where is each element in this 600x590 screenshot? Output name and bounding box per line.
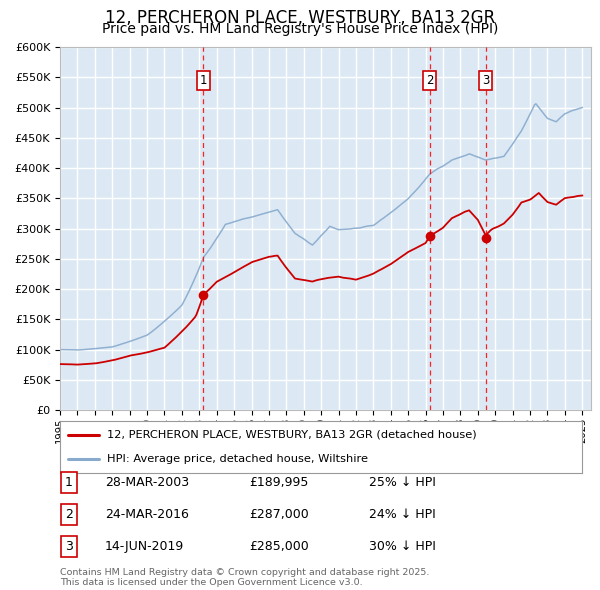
Text: 1: 1 [200,74,207,87]
Text: 14-JUN-2019: 14-JUN-2019 [105,540,184,553]
Text: 2: 2 [65,508,73,521]
Text: 28-MAR-2003: 28-MAR-2003 [105,476,189,489]
Text: HPI: Average price, detached house, Wiltshire: HPI: Average price, detached house, Wilt… [107,454,368,464]
Text: 2: 2 [426,74,434,87]
Text: 1: 1 [65,476,73,489]
Text: £285,000: £285,000 [249,540,309,553]
Text: 30% ↓ HPI: 30% ↓ HPI [369,540,436,553]
Text: Contains HM Land Registry data © Crown copyright and database right 2025.
This d: Contains HM Land Registry data © Crown c… [60,568,430,587]
Text: 12, PERCHERON PLACE, WESTBURY, BA13 2GR: 12, PERCHERON PLACE, WESTBURY, BA13 2GR [105,9,495,27]
Text: 12, PERCHERON PLACE, WESTBURY, BA13 2GR (detached house): 12, PERCHERON PLACE, WESTBURY, BA13 2GR … [107,430,476,440]
Text: £287,000: £287,000 [249,508,309,521]
Text: Price paid vs. HM Land Registry's House Price Index (HPI): Price paid vs. HM Land Registry's House … [102,22,498,36]
Text: £189,995: £189,995 [249,476,308,489]
Text: 3: 3 [65,540,73,553]
Text: 24% ↓ HPI: 24% ↓ HPI [369,508,436,521]
Text: 24-MAR-2016: 24-MAR-2016 [105,508,189,521]
Text: 3: 3 [482,74,490,87]
Text: 25% ↓ HPI: 25% ↓ HPI [369,476,436,489]
